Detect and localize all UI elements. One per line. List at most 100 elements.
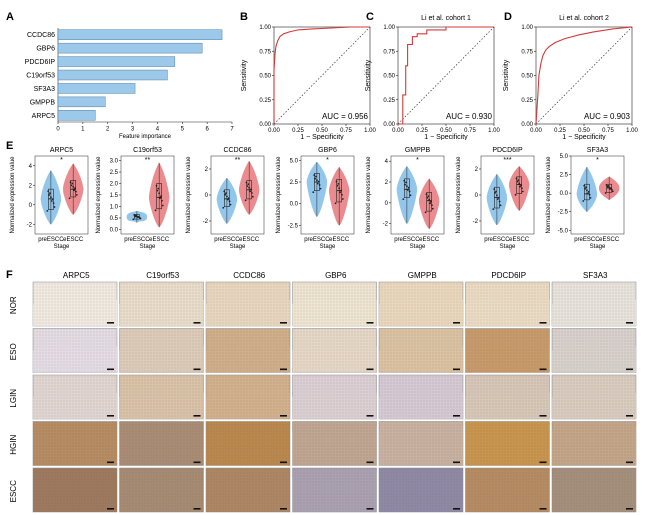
violin-point (515, 177, 518, 180)
panel-a-label: A (6, 11, 14, 23)
ihc-scale-bar (193, 508, 201, 510)
roc-x-tick-label: 0.50 (316, 128, 328, 134)
ihc-image-escc-sf3a3 (551, 467, 637, 513)
violin-point (514, 193, 517, 196)
ihc-image-escc-ccdc86 (205, 467, 291, 513)
ihc-column-header: GBP6 (325, 271, 347, 280)
roc-x-tick-label: 0.75 (602, 128, 614, 134)
ihc-image-escc-pdcd6ip (465, 467, 550, 513)
violin-point (338, 187, 341, 190)
violin-point (51, 198, 54, 201)
ihc-column-header: ARPC5 (63, 271, 90, 280)
roc-curve (535, 26, 633, 125)
violin-plot-arpc5: ARPC5 * 4 2 0 -2 Normalized expression value pr… (10, 147, 89, 250)
ihc-image-hgin-pdcd6ip (465, 421, 550, 466)
violin-frame (300, 155, 355, 235)
violin-y-tick-label: 0.5 (110, 216, 119, 222)
violin-y-axis-title: Normalized expression value (546, 156, 552, 234)
violin-point (611, 190, 614, 193)
violin-point (316, 182, 319, 185)
roc-title: Li et al. cohort 1 (421, 15, 471, 22)
violin-point (606, 185, 609, 188)
violin-point (604, 192, 607, 194)
violin-point (246, 185, 249, 187)
violin-point (48, 194, 50, 196)
violin-point (496, 198, 499, 200)
roc-auc-label: AUC = 0.903 (584, 112, 631, 121)
violin-y-tick-label: 0 (475, 193, 479, 199)
violin-y-tick-label: 5.0 (290, 158, 299, 164)
violin-point (335, 180, 338, 183)
violin-point (157, 187, 160, 190)
violin-y-axis-title: Normalized expression value (456, 156, 462, 234)
violin-point (156, 189, 159, 192)
violin-group-label: preESCC (484, 237, 510, 243)
ihc-image-eso-ccdc86 (205, 328, 291, 373)
violin-point (605, 184, 608, 186)
violin-point (251, 192, 253, 194)
violin-y-tick-label: -5.0 (558, 228, 569, 234)
ihc-image-eso-pdcd6ip (465, 328, 550, 373)
ihc-scale-bar (280, 508, 287, 510)
violin-point (495, 190, 497, 193)
roc-y-tick-label: 0.25 (521, 98, 533, 104)
violin-y-tick-label: 2 (29, 183, 33, 189)
violin-point (586, 189, 588, 192)
violin-point (319, 187, 322, 190)
violin-point (429, 202, 431, 205)
violin-y-axis-title: Normalized expression value (366, 156, 372, 234)
violin-y-tick-label: -2.5 (288, 223, 299, 229)
roc-y-axis-title: Sensitivity (241, 59, 248, 91)
violin-point (318, 184, 321, 186)
violin-point (402, 198, 405, 200)
ihc-image-escc-gmppb (378, 467, 464, 513)
ihc-image-lgin-sf3a3 (551, 374, 637, 420)
violin-point (52, 202, 55, 204)
violin-point (160, 195, 162, 197)
ihc-image-nor-ccdc86 (205, 281, 291, 327)
violin-x-axis-title: Stage (320, 244, 336, 250)
panel-f-label: F (6, 269, 13, 281)
a-bar-pdcd6ip (57, 56, 176, 67)
violin-y-axis-title: Normalized expression value (10, 156, 16, 234)
ihc-scale-bar (107, 322, 114, 324)
violin-point (520, 184, 522, 186)
roc-y-tick-label: 0.25 (259, 98, 271, 104)
ihc-scale-bar (626, 322, 633, 324)
violin-group-label: eESCC (509, 237, 530, 243)
ihc-scale-bar (539, 368, 547, 371)
violin-plot-gmppb: GMPPB * 4 2 0 -2 Normalized expression value pr… (366, 147, 445, 250)
violin-point (161, 204, 164, 207)
violin-group-label: preESCC (38, 237, 64, 243)
panel-e-label: E (6, 140, 13, 152)
violin-group-label: preESCC (574, 237, 600, 243)
violin-point (586, 192, 589, 195)
violin-point (496, 194, 498, 197)
violin-point (521, 190, 524, 193)
panel-c-label: C (366, 11, 374, 23)
ihc-image-escc-c19orf53 (119, 467, 204, 513)
ihc-scale-bar (107, 508, 114, 510)
violin-y-axis-title: Normalized expression value (96, 156, 102, 234)
violin-point (424, 211, 427, 214)
violin-gene-title: GBP6 (318, 147, 337, 154)
violin-group-label: eESCC (149, 237, 170, 243)
violin-point (244, 199, 247, 202)
violin-point (497, 196, 500, 199)
roc-curve (398, 26, 494, 125)
violin-y-tick-label: 0.0 (110, 227, 119, 233)
a-category-label: C19orf53 (26, 73, 55, 80)
violin-point (251, 195, 254, 198)
violin-y-tick-label: 1.5 (110, 193, 119, 199)
violin-point (499, 204, 502, 207)
ihc-scale-bar (626, 461, 633, 464)
violin-gene-title: GMPPB (405, 147, 431, 154)
ihc-image-hgin-sf3a3 (551, 421, 637, 466)
a-x-tick-label: 4 (156, 127, 160, 133)
violin-point (46, 210, 49, 212)
roc-curve (273, 26, 370, 124)
violin-point (428, 198, 431, 201)
violin-point (68, 197, 71, 200)
violin-plot-gbp6: GBP6 * 5.0 2.5 0.0 -2.5 Normalized expression … (276, 147, 355, 250)
ihc-scale-bar (453, 508, 460, 510)
